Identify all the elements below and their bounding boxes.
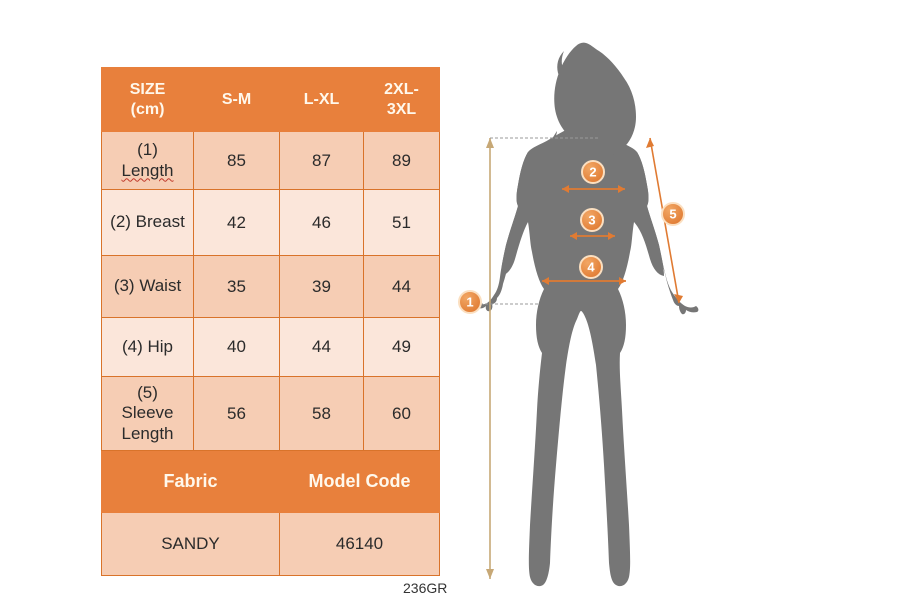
svg-text:2: 2 bbox=[589, 165, 596, 180]
svg-text:1: 1 bbox=[466, 295, 473, 310]
svg-text:5: 5 bbox=[669, 207, 676, 222]
svg-text:3: 3 bbox=[588, 213, 595, 228]
svg-text:4: 4 bbox=[587, 260, 595, 275]
